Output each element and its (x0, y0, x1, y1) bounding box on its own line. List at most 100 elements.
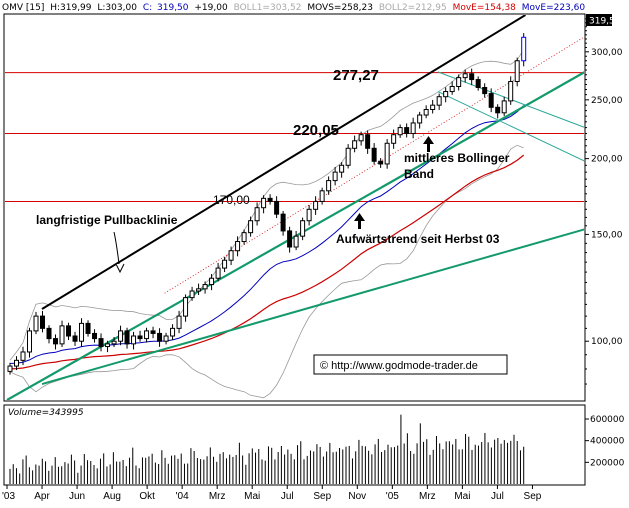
candle-body (131, 335, 137, 345)
time-tick-label: Mrz (209, 491, 226, 502)
candle-body (176, 315, 182, 329)
time-tick-label: Sep (313, 491, 331, 502)
candle-body (7, 365, 13, 372)
candle-body (462, 73, 468, 79)
price-tick-label: 100,00 (591, 337, 623, 347)
candle-body (98, 338, 104, 348)
candle-body (339, 164, 345, 173)
price-axis: 100,00 150,00 200,00 250,00 300,00 (585, 18, 623, 385)
volume-tick-label: 600000 (590, 415, 625, 425)
candle-body (92, 332, 98, 340)
candle-body (183, 297, 189, 317)
candle-body (66, 325, 72, 337)
volume-axis: 200000 400000 600000 (585, 415, 625, 468)
candle-body (287, 230, 293, 248)
candle-body (293, 235, 299, 248)
candle-body (111, 340, 117, 345)
candle-body (79, 322, 85, 342)
candle-body (53, 338, 59, 345)
time-tick-label: Mai (244, 491, 260, 502)
bollinger-arrow (423, 136, 434, 152)
candle-body (215, 267, 221, 279)
candle-body (404, 127, 410, 135)
volume-bars (9, 414, 525, 484)
pullback-trendline (41, 15, 526, 310)
time-tick-label: Jul (281, 491, 294, 502)
candle-body (157, 332, 163, 342)
candle-body (495, 106, 501, 114)
candle-body (144, 330, 150, 340)
candle-body (443, 91, 449, 98)
last-price-text: 319,50 (589, 17, 621, 27)
time-tick-label: Jul (491, 491, 504, 502)
pullback-arrow (113, 231, 125, 274)
time-tick-label: Apr (34, 491, 50, 502)
time-tick-label: Sep (524, 491, 542, 502)
channel-lower-line (437, 91, 584, 162)
price-tick-label: 250,00 (591, 96, 623, 106)
candle-body (475, 79, 481, 88)
candle-body (209, 277, 215, 286)
candle-body (456, 77, 462, 87)
candle-body (430, 104, 436, 111)
time-tick-label: '03 (2, 491, 15, 502)
candle-body (254, 207, 260, 222)
candle-body (326, 180, 332, 192)
dotted-trendline (164, 36, 584, 294)
level-170-label: 170,00 (213, 193, 250, 207)
candle-body (306, 208, 312, 222)
time-tick-label: '04 (176, 491, 189, 502)
candle-body (384, 142, 390, 165)
pullback-label: langfristige Pullbacklinie (36, 213, 178, 227)
candles (7, 33, 527, 375)
candle-body (274, 200, 280, 215)
copyright-text: © http://www.godmode-trader.de (320, 360, 478, 372)
candle-body (137, 335, 143, 340)
candle-body (436, 96, 442, 106)
candle-body (20, 351, 26, 361)
candle-body (514, 60, 520, 83)
candle-body (267, 197, 273, 202)
time-tick-label: Nov (348, 491, 366, 502)
candle-body (345, 147, 351, 166)
candle-body (358, 134, 364, 142)
copyright-box (313, 354, 508, 375)
candle-body (72, 335, 78, 342)
time-tick-label: Okt (139, 491, 155, 502)
candle-body (202, 284, 208, 290)
uptrend-arrow (354, 213, 365, 229)
volume-label: Volume=343995 (8, 408, 84, 418)
candle-body (508, 81, 514, 102)
candle-body (365, 134, 371, 149)
candle-body (196, 288, 202, 292)
candle-body (163, 335, 169, 342)
candle-body (391, 134, 397, 144)
candle-body (469, 73, 475, 81)
candle-body (397, 127, 403, 136)
level-277-label: 277,27 (333, 67, 379, 84)
candle-body (417, 114, 423, 124)
time-axis: '03 Apr Jun Aug Okt '04 Mrz Mai Jul Sep Nov '05 Mrz M… (2, 485, 542, 502)
candle-body (332, 171, 338, 182)
candle-body (118, 330, 124, 342)
candle-body (248, 220, 254, 234)
price-tick-label: 150,00 (591, 230, 623, 240)
candle-body (313, 200, 319, 210)
volume-tick-label: 400000 (590, 437, 625, 447)
candle-body (482, 86, 488, 95)
bollinger-lower (9, 144, 524, 399)
time-tick-label: Jun (69, 491, 85, 502)
candle-body (501, 100, 507, 114)
candle-body (85, 322, 91, 334)
last-price-badge: 319,50 (586, 14, 621, 27)
candle-body (423, 109, 429, 116)
bollinger-label-line2: Band (404, 167, 434, 181)
volume-tick-label: 200000 (590, 458, 625, 468)
candle-body (488, 93, 494, 108)
candle-body (352, 140, 358, 149)
price-tick-label: 200,00 (591, 155, 623, 165)
candle-body (59, 325, 65, 345)
header-line: OMV [15] H:319,99 L:303,00 C: 319,50 +19… (2, 3, 585, 13)
time-tick-label: Mai (454, 491, 470, 502)
